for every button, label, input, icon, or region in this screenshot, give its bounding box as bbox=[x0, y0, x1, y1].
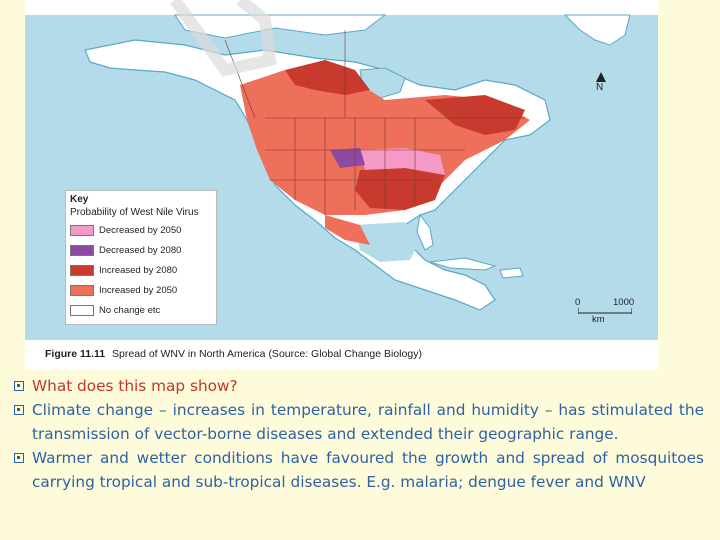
legend-label: No change etc bbox=[99, 305, 161, 316]
legend-title: Key bbox=[70, 194, 89, 205]
bullet-text: What does this map show? bbox=[32, 377, 238, 395]
notes-list: What does this map show? Climate change … bbox=[14, 374, 704, 494]
bullet-text: Warmer and wetter conditions have favour… bbox=[32, 449, 704, 491]
increase-2080-region-south bbox=[355, 168, 445, 210]
legend-label: Increased by 2080 bbox=[99, 265, 178, 276]
scale-max-label: 1000 bbox=[613, 297, 635, 308]
admin-boundaries bbox=[224, 30, 525, 215]
scale-unit-label: km bbox=[592, 314, 605, 325]
increase-2080-region-east bbox=[425, 95, 525, 135]
cuba-land bbox=[429, 257, 497, 271]
decrease-2080-region bbox=[330, 148, 365, 168]
scale-bar bbox=[578, 308, 632, 314]
legend-swatch bbox=[70, 265, 94, 276]
legend-swatch bbox=[70, 225, 94, 236]
north-arrow-icon bbox=[596, 72, 606, 82]
figure-number: Figure 11.11 bbox=[45, 348, 106, 360]
increase-2080-region-north bbox=[285, 60, 370, 95]
greenland-land bbox=[563, 14, 631, 46]
decrease-2050-region bbox=[360, 148, 445, 175]
legend-label: Decreased by 2080 bbox=[99, 245, 182, 256]
bullet-question: What does this map show? bbox=[14, 374, 704, 398]
legend-subtitle: Probability of West Nile Virus bbox=[70, 207, 199, 218]
scale-zero-label: 0 bbox=[575, 297, 581, 308]
watermark-mark bbox=[170, 0, 277, 77]
legend-label: Decreased by 2050 bbox=[99, 225, 182, 236]
legend-swatch bbox=[70, 305, 94, 316]
map-figure: Key Probability of West Nile Virus Decre… bbox=[25, 0, 658, 370]
checkbox-bullet-icon bbox=[14, 453, 24, 463]
bullet-mosquitoes: Warmer and wetter conditions have favour… bbox=[14, 446, 704, 494]
north-label: N bbox=[596, 82, 604, 93]
checkbox-bullet-icon bbox=[14, 405, 24, 415]
gulf-of-mexico-water bbox=[355, 222, 420, 262]
hispaniola-land bbox=[499, 267, 524, 279]
bullet-text: Climate change – increases in temperatur… bbox=[32, 401, 704, 443]
figure-caption: Figure 11.11 Spread of WNV in North Amer… bbox=[45, 348, 422, 360]
florida-land bbox=[416, 213, 434, 251]
legend-swatch bbox=[70, 285, 94, 296]
increase-2050-region-mexico bbox=[325, 215, 370, 245]
figure-caption-text: Spread of WNV in North America (Source: … bbox=[112, 348, 422, 360]
legend-swatch bbox=[70, 245, 94, 256]
map-legend: Key Probability of West Nile Virus Decre… bbox=[65, 190, 217, 325]
legend-label: Increased by 2050 bbox=[99, 285, 178, 296]
bullet-climate-change: Climate change – increases in temperatur… bbox=[14, 398, 704, 446]
checkbox-bullet-icon bbox=[14, 381, 24, 391]
